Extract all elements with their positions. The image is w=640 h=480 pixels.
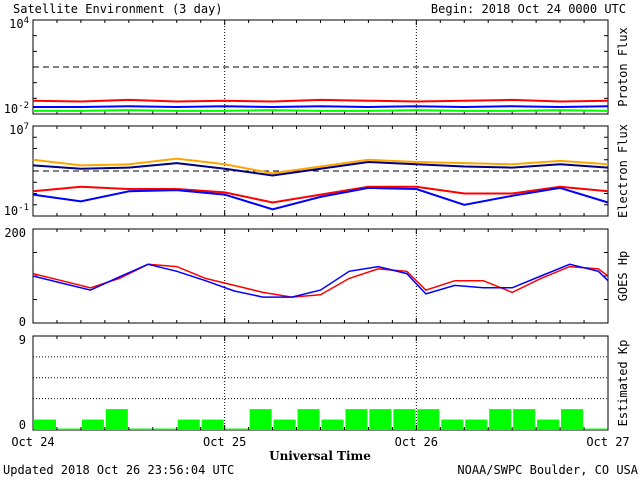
y-tick-label: 107 (9, 122, 29, 137)
series-line-2 (33, 109, 609, 112)
y-tick-label: 10-2 (4, 101, 29, 116)
x-tick-label-0: Oct 24 (11, 435, 54, 449)
y-tick-label: 0 (19, 418, 26, 432)
series-line-0 (32, 98, 609, 103)
kp-bar (129, 428, 152, 430)
series-line-0 (32, 263, 609, 298)
series-line-1 (32, 160, 609, 177)
series-line-0 (32, 157, 609, 175)
plot-title: Satellite Environment (3 day) (13, 2, 223, 16)
kp-bar (417, 409, 440, 430)
kp-bar (393, 409, 416, 430)
x-tick-label-1: Oct 25 (203, 435, 246, 449)
y-tick-label: 200 (4, 226, 26, 240)
kp-bar (153, 428, 176, 430)
kp-bar (321, 419, 344, 430)
y-tick-label: 9 (19, 333, 26, 347)
x-tick-label-3: Oct 27 (586, 435, 629, 449)
credit: NOAA/SWPC Boulder, CO USA (457, 463, 638, 477)
kp-bar (585, 428, 607, 430)
kp-bar (34, 419, 56, 430)
kp-bar (537, 419, 560, 430)
kp-bar (441, 419, 464, 430)
kp-bar (489, 409, 512, 430)
kp-bar (105, 409, 128, 430)
kp-bar (225, 428, 248, 430)
series-line-1 (32, 263, 609, 298)
kp-bar (57, 428, 80, 430)
panel-frame-1 (32, 125, 609, 217)
kp-bar (345, 409, 368, 430)
kp-bar (297, 409, 320, 430)
panel-frame-2 (32, 228, 609, 324)
series-line-1 (33, 105, 609, 109)
updated-time: Updated 2018 Oct 26 23:56:04 UTC (3, 463, 234, 477)
y-axis-label: Proton Flux (616, 27, 630, 106)
kp-bar (177, 419, 200, 430)
kp-bar (369, 409, 392, 430)
y-axis-label: GOES Hp (616, 251, 630, 302)
kp-bar (513, 409, 536, 430)
y-tick-label: 0 (19, 315, 26, 329)
x-tick-label-2: Oct 26 (395, 435, 438, 449)
y-axis-label: Electron Flux (616, 124, 630, 218)
kp-bar (249, 409, 272, 430)
kp-bar (561, 409, 584, 430)
y-tick-label: 104 (9, 16, 29, 31)
series-line-3 (32, 186, 609, 211)
series-line-2 (32, 185, 609, 204)
x-axis-label: Universal Time (269, 449, 371, 463)
kp-bar (201, 419, 224, 430)
y-tick-label: 10-1 (4, 203, 29, 218)
kp-bar (465, 419, 488, 430)
y-axis-label: Estimated Kp (616, 340, 630, 427)
begin-time: Begin: 2018 Oct 24 0000 UTC (431, 2, 626, 16)
kp-bar (81, 419, 104, 430)
kp-bar (273, 419, 296, 430)
